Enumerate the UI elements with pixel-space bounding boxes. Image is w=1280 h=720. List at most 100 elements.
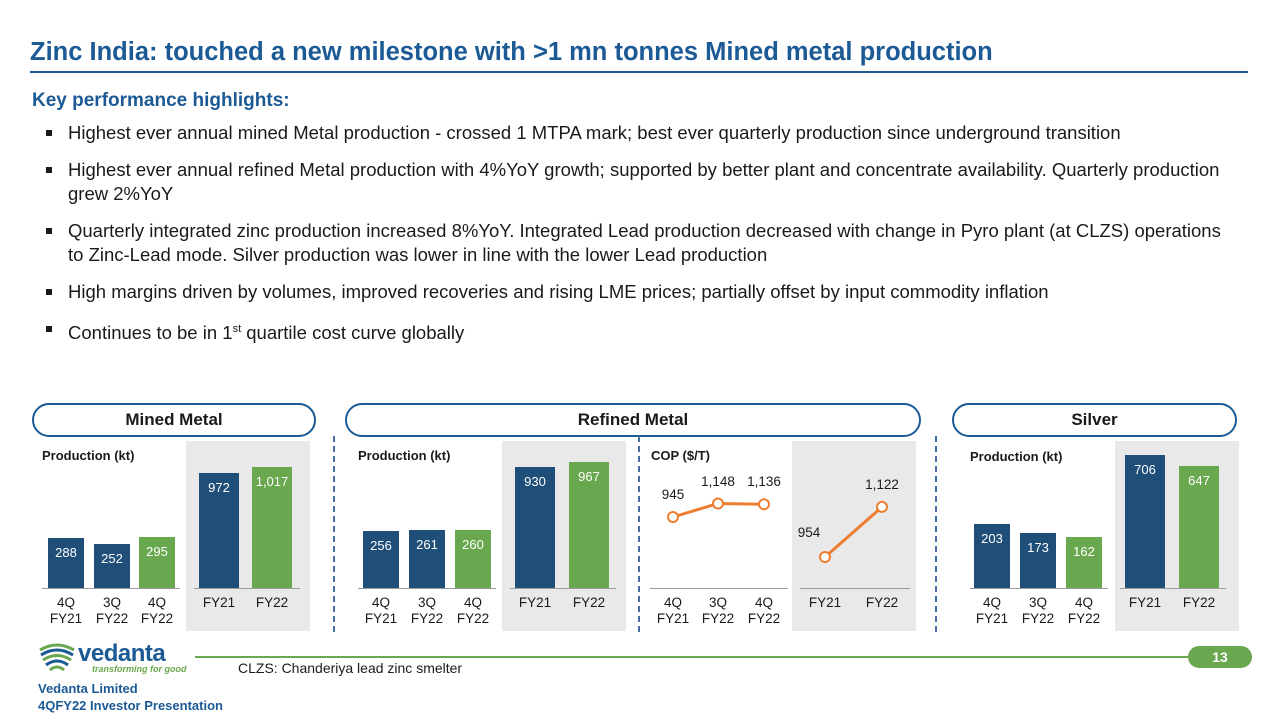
cop_q-series-line (672, 501, 765, 519)
bullet-square-icon (46, 326, 52, 332)
bullet-square-icon (46, 167, 52, 173)
silver-production-label: Production (kt) (970, 449, 1063, 464)
section-separator (935, 436, 937, 632)
refined_q-data-label: 261 (416, 536, 438, 552)
silver_q-tick-part: FY21 (975, 611, 1009, 626)
bullet-item: Highest ever annual refined Metal produc… (46, 158, 1236, 206)
cop_q-tick-part: FY22 (701, 611, 735, 626)
presentation-name: 4QFY22 Investor Presentation (38, 698, 223, 713)
bullet-item: Highest ever annual mined Metal producti… (46, 121, 1236, 145)
highlights-list: Highest ever annual mined Metal producti… (46, 121, 1236, 358)
cop-fy-panel (792, 441, 916, 631)
silver_q-tick-part: 4Q (1074, 595, 1093, 610)
refined_q-tick-label: 4Q FY21 (351, 595, 411, 627)
cop_q-data-label: 1,148 (701, 473, 735, 489)
refined_q-bar (409, 529, 445, 588)
bullet-item: Continues to be in 1st quartile cost cur… (46, 317, 1236, 345)
silver-fy-panel (1115, 441, 1239, 631)
refined_q-tick-part: 4Q (463, 595, 482, 610)
silver-header: Silver (952, 403, 1237, 437)
mined_q-axis (42, 588, 180, 589)
cop_q-data-label: 1,136 (747, 474, 781, 490)
refined_q-tick-part: 3Q (417, 595, 436, 610)
mined_q-data-label: 288 (55, 544, 77, 560)
silver_q-tick-part: FY22 (1067, 611, 1101, 626)
cop-label: COP ($/T) (651, 448, 710, 463)
refined_q-tick-part: FY22 (410, 611, 444, 626)
company-name: Vedanta Limited (38, 681, 138, 696)
silver_q-data-label: 173 (1027, 540, 1049, 556)
page-number-badge: 13 (1188, 646, 1252, 668)
mined_q-tick-part: FY22 (95, 611, 129, 626)
cop_q-axis (650, 588, 788, 589)
refined-production-label: Production (kt) (358, 448, 451, 463)
refined_q-tick-part: FY21 (364, 611, 398, 626)
section-separator (638, 436, 640, 632)
cop_q-tick-label: 4Q FY21 (643, 595, 703, 627)
cop_q-tick-part: FY22 (747, 611, 781, 626)
footnote: CLZS: Chanderiya lead zinc smelter (238, 660, 463, 676)
mined_q-tick-label: 3Q FY22 (82, 595, 142, 627)
cop_q-tick-label: 3Q FY22 (688, 595, 748, 627)
refined_q-axis (358, 588, 496, 589)
page-title: Zinc India: touched a new milestone with… (30, 38, 993, 66)
title-divider (30, 71, 1248, 73)
logo-tagline: transforming for good (92, 664, 187, 674)
mined_q-tick-part: 4Q (56, 595, 75, 610)
bullet-square-icon (46, 228, 52, 234)
silver_q-data-label: 203 (981, 530, 1003, 546)
mined_q-bar (94, 544, 130, 588)
mined_q-data-label: 252 (101, 551, 123, 567)
mined_q-tick-label: 4Q FY21 (36, 595, 96, 627)
logo-wordmark: vedanta (78, 640, 166, 667)
bullet-square-icon (46, 289, 52, 295)
silver_q-bar (974, 523, 1010, 588)
silver_q-axis (970, 588, 1108, 589)
cop_q-point (758, 498, 770, 511)
refined-fy-panel (502, 441, 626, 631)
cop_q-point (712, 497, 724, 510)
refined_q-bar (363, 530, 399, 588)
cop_q-tick-part: 4Q (754, 595, 773, 610)
refined-metal-header: Refined Metal (345, 403, 921, 437)
cop_q-tick-part: 4Q (663, 595, 682, 610)
silver_q-tick-part: FY22 (1021, 611, 1055, 626)
silver_q-bar (1066, 536, 1102, 588)
refined_q-data-label: 260 (462, 537, 484, 553)
silver_q-tick-label: 4Q FY22 (1054, 595, 1114, 627)
bullet-item: High margins driven by volumes, improved… (46, 280, 1236, 304)
cop_q-tick-part: 3Q (708, 595, 727, 610)
cop_q-tick-part: FY21 (656, 611, 690, 626)
silver_q-tick-label: 4Q FY21 (962, 595, 1022, 627)
mined_q-bar (48, 537, 84, 588)
mined_q-tick-part: 3Q (102, 595, 121, 610)
cop_q-tick-label: 4Q FY22 (734, 595, 794, 627)
mined_q-tick-part: FY21 (49, 611, 83, 626)
mined_q-bar (139, 536, 175, 588)
mined-production-label: Production (kt) (42, 448, 135, 463)
bullet-square-icon (46, 130, 52, 136)
bullet-item: Quarterly integrated zinc production inc… (46, 219, 1236, 267)
vedanta-logo-icon (39, 643, 75, 672)
refined_q-data-label: 256 (370, 537, 392, 553)
silver_q-tick-part: 4Q (982, 595, 1001, 610)
footer-divider (195, 656, 1195, 658)
refined_q-tick-label: 4Q FY22 (443, 595, 503, 627)
company-info: Vedanta Limited 4QFY22 Investor Presenta… (38, 680, 223, 714)
refined_q-tick-part: FY22 (456, 611, 490, 626)
mined-fy-panel (186, 441, 310, 631)
refined_q-bar (455, 530, 491, 588)
silver_q-bar (1020, 533, 1056, 588)
cop_q-data-label: 945 (661, 487, 685, 502)
silver_q-tick-label: 3Q FY22 (1008, 595, 1068, 627)
mined_q-tick-part: FY22 (140, 611, 174, 626)
cop_q-point (667, 511, 679, 523)
refined_q-tick-part: 4Q (371, 595, 390, 610)
mined_q-tick-label: 4Q FY22 (127, 595, 187, 627)
mined_q-tick-part: 4Q (147, 595, 166, 610)
section-subtitle: Key performance highlights: (32, 90, 290, 111)
silver_q-tick-part: 3Q (1028, 595, 1047, 610)
silver_q-data-label: 162 (1073, 543, 1095, 559)
mined-metal-header: Mined Metal (32, 403, 316, 437)
section-separator (333, 436, 335, 632)
